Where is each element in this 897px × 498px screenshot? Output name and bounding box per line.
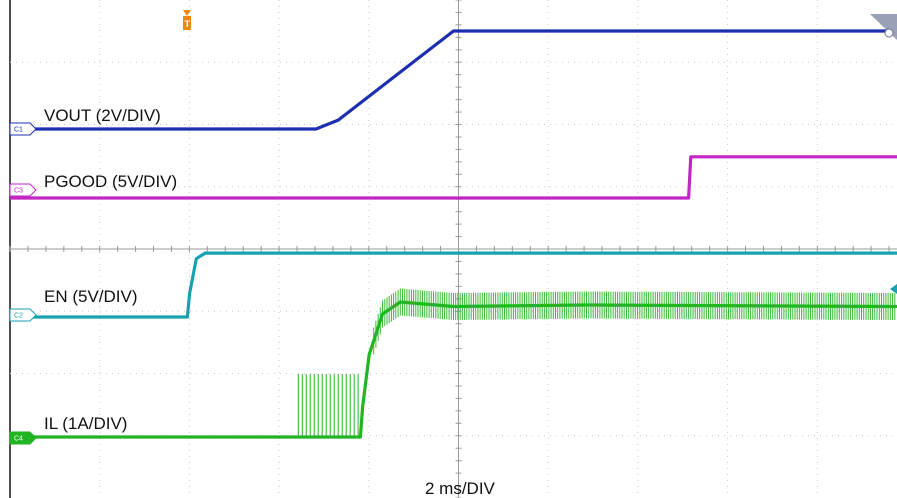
trigger-letter: T: [185, 19, 191, 29]
label-il: IL (1A/DIV): [44, 414, 127, 433]
series-c4-burst: [297, 374, 359, 437]
grid: [9, 0, 897, 498]
channel-tag-c4[interactable]: C4: [9, 431, 37, 445]
channel-tag-shape: [9, 308, 37, 322]
channel-tag-text: C4: [14, 436, 23, 443]
channel-tag-c2[interactable]: C2: [9, 308, 37, 322]
series-c4-ripple: [373, 288, 896, 355]
channel-tag-text: C3: [14, 188, 23, 195]
label-vout: VOUT (2V/DIV): [44, 106, 161, 125]
series-c4-trace: [10, 300, 897, 439]
right-level-circle-icon: [884, 28, 894, 38]
trigger-arrow-icon: [183, 10, 191, 16]
traces: [10, 29, 897, 439]
markers: C1 C3 C2 C4 T: [9, 10, 897, 445]
series-c2-trace: [10, 251, 897, 319]
channel-tag-c1[interactable]: C1: [9, 122, 37, 136]
channel-tag-shape: [9, 431, 37, 445]
x-axis-label: 2 ms/DIV: [425, 479, 496, 498]
right-level-indicator-icon: [870, 14, 897, 40]
label-pgood: PGOOD (5V/DIV): [44, 172, 177, 191]
channel-tag-shape: [9, 183, 37, 197]
channel-tag-text: C1: [14, 127, 23, 134]
right-c2-offset-icon: [890, 284, 897, 294]
channel-tag-shape: [9, 122, 37, 136]
label-en: EN (5V/DIV): [44, 287, 138, 306]
channel-tag-text: C2: [14, 313, 23, 320]
channel-tag-c3[interactable]: C3: [9, 183, 37, 197]
trigger-marker[interactable]: T: [183, 10, 191, 30]
trigger-box: [183, 16, 191, 30]
series-c3-trace: [10, 155, 897, 200]
series-c1-trace: [10, 29, 897, 131]
